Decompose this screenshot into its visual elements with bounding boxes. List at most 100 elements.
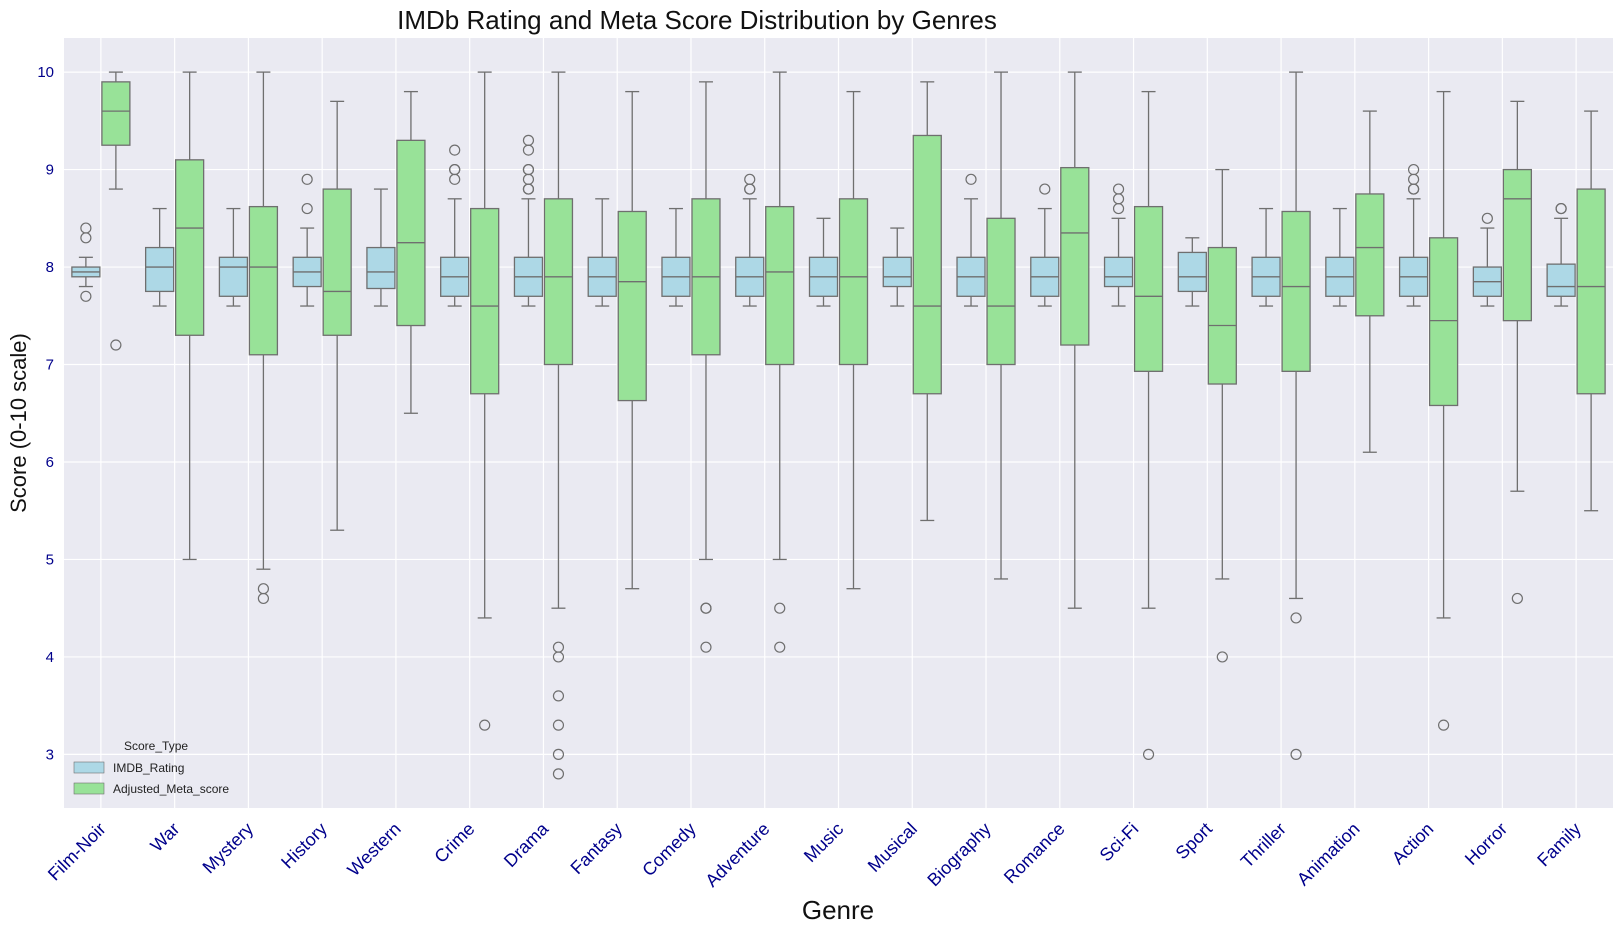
box-imdb [587, 198, 617, 307]
y-tick-label: 9 [46, 162, 54, 179]
outlier-point [1216, 651, 1228, 663]
legend: Score_Type IMDB_Rating Adjusted_Meta_sco… [73, 739, 229, 796]
box-meta [838, 90, 869, 590]
box-imdb [1251, 207, 1281, 307]
box-body [396, 139, 426, 327]
box-meta [1355, 110, 1385, 453]
legend-title: Score_Type [124, 739, 188, 753]
chart-title: IMDb Rating and Meta Score Distribution … [397, 5, 997, 35]
outlier-point [700, 602, 712, 614]
outlier-point [522, 163, 535, 176]
y-axis-label: Score (0-10 scale) [6, 333, 31, 513]
box-body [1355, 193, 1385, 317]
box-imdb [513, 134, 544, 307]
box-imdb [1177, 237, 1207, 307]
box-body [1576, 188, 1606, 395]
box-meta [986, 71, 1016, 580]
outlier-point [552, 690, 565, 702]
box-meta [691, 81, 721, 653]
box-imdb [735, 173, 765, 307]
legend-swatch-imdb [73, 761, 105, 774]
outlier-point [1481, 212, 1493, 224]
box-imdb [440, 144, 470, 307]
box-meta [543, 71, 574, 780]
outlier-point [552, 651, 565, 663]
box-body [1428, 237, 1459, 407]
box-body [1133, 205, 1164, 372]
outlier-point [301, 173, 313, 185]
y-tick-label: 6 [46, 454, 54, 471]
box-imdb [1398, 163, 1429, 307]
box-imdb [956, 173, 986, 307]
legend-swatch-meta [73, 782, 105, 795]
box-body [1502, 168, 1533, 322]
box-body [322, 188, 352, 336]
box-imdb [882, 227, 912, 307]
box-meta [1576, 110, 1606, 512]
box-body [144, 246, 175, 293]
box-meta [1060, 71, 1090, 609]
box-meta [470, 71, 500, 731]
outlier-point [1555, 202, 1567, 215]
box-body [1177, 251, 1207, 293]
box-meta [1502, 100, 1533, 605]
box-imdb [218, 207, 249, 307]
y-tick-label: 7 [46, 357, 54, 374]
box-body [366, 246, 396, 290]
outlier-point [552, 719, 565, 731]
x-axis-label: Genre [802, 895, 874, 925]
y-tick-label: 10 [37, 64, 54, 81]
box-imdb [1472, 212, 1503, 307]
outlier-point [552, 768, 565, 780]
outlier-point [1142, 748, 1155, 760]
outlier-point [552, 748, 565, 760]
gridlines [64, 38, 1613, 808]
box-meta [1207, 168, 1237, 663]
box-imdb [1325, 207, 1355, 307]
outlier-point [1407, 163, 1420, 176]
y-axis-ticks: 3 4 5 6 7 8 9 10 [37, 64, 54, 763]
legend-label-imdb: IMDB_Rating [113, 761, 184, 775]
outlier-point [700, 641, 712, 653]
legend-label-meta: Adjusted_Meta_score [113, 782, 229, 796]
box-body [765, 205, 795, 366]
box-body [174, 159, 205, 336]
outlier-point [449, 163, 461, 176]
box-meta [1133, 90, 1164, 760]
outlier-point [257, 592, 270, 605]
box-imdb [144, 207, 175, 307]
outlier-point [1290, 748, 1302, 760]
box-body [543, 198, 574, 366]
box-meta [765, 71, 795, 653]
y-tick-label: 3 [46, 746, 54, 763]
box-meta [322, 100, 352, 531]
box-body [838, 198, 869, 366]
box-imdb [292, 173, 322, 307]
box-body [912, 134, 942, 395]
box-imdb [1546, 202, 1576, 307]
box-imdb [71, 222, 101, 302]
outlier-point [774, 602, 786, 614]
box-body [617, 210, 647, 402]
box-imdb [661, 207, 691, 307]
outlier-point [80, 290, 92, 302]
box-meta [101, 71, 131, 351]
box-meta [248, 71, 279, 605]
outlier-point [80, 222, 92, 234]
box-meta [617, 90, 647, 590]
outlier-point [479, 719, 491, 731]
outlier-point [449, 144, 461, 156]
box-meta [396, 90, 426, 414]
box-series [71, 71, 1606, 780]
box-imdb [808, 217, 839, 307]
outlier-point [965, 173, 977, 185]
outlier-point [522, 134, 535, 146]
box-body [1281, 210, 1311, 372]
outlier-point [1511, 592, 1523, 605]
box-body [1060, 166, 1090, 346]
box-meta [1281, 71, 1311, 760]
box-body [1546, 263, 1576, 297]
box-body [101, 81, 131, 146]
outlier-point [110, 339, 122, 351]
